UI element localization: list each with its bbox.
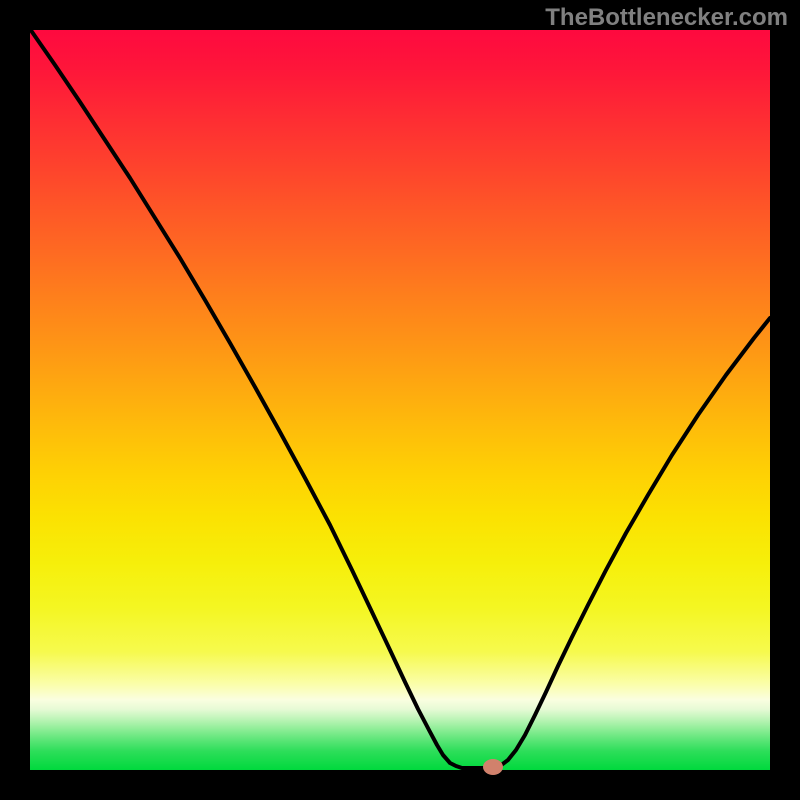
chart-container: TheBottlenecker.com — [0, 0, 800, 800]
plot-background — [0, 0, 800, 800]
plot-rect — [30, 30, 770, 770]
watermark-text: TheBottlenecker.com — [545, 4, 788, 32]
